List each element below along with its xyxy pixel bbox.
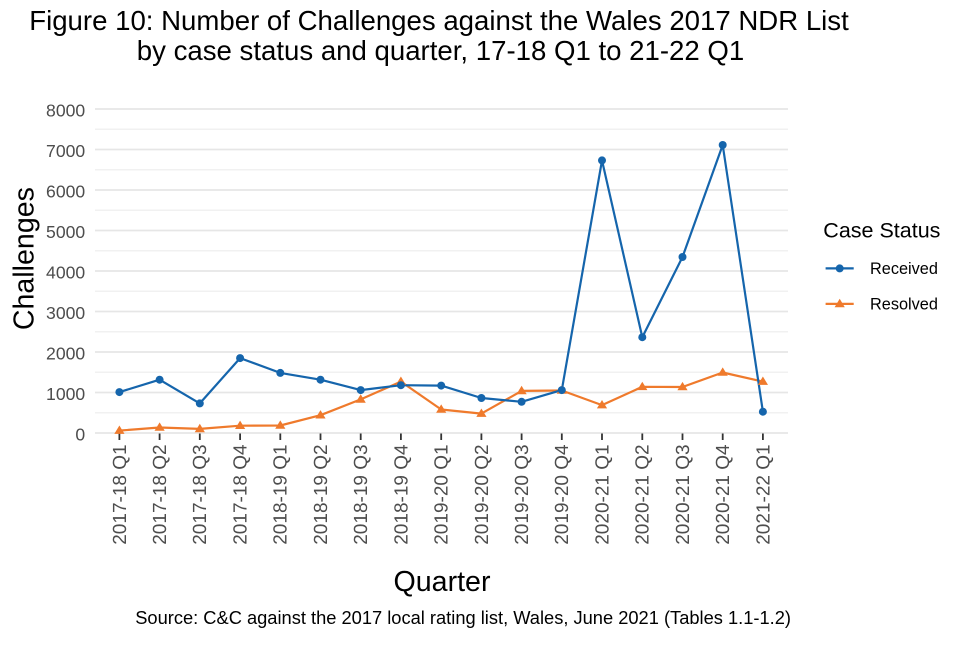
svg-text:6000: 6000 (46, 181, 85, 201)
svg-text:5000: 5000 (46, 222, 85, 242)
svg-text:Received: Received (870, 260, 938, 278)
svg-text:3000: 3000 (46, 303, 85, 323)
svg-text:8000: 8000 (46, 100, 85, 120)
svg-text:by case status and quarter, 17: by case status and quarter, 17-18 Q1 to … (137, 35, 744, 66)
svg-text:2019-20 Q4: 2019-20 Q4 (552, 444, 573, 545)
svg-text:2018-19 Q4: 2018-19 Q4 (391, 444, 412, 545)
svg-text:2019-20 Q2: 2019-20 Q2 (472, 444, 493, 544)
svg-text:2018-19 Q1: 2018-19 Q1 (271, 444, 292, 544)
svg-text:7000: 7000 (46, 141, 85, 161)
svg-text:2017-18 Q2: 2017-18 Q2 (150, 444, 171, 544)
svg-text:2017-18 Q4: 2017-18 Q4 (231, 444, 252, 545)
svg-text:2017-18 Q3: 2017-18 Q3 (190, 444, 211, 544)
svg-text:Figure 10: Number of Challenge: Figure 10: Number of Challenges against … (29, 5, 849, 36)
svg-text:2000: 2000 (46, 343, 85, 363)
svg-text:2018-19 Q3: 2018-19 Q3 (351, 444, 372, 544)
svg-text:2019-20 Q3: 2019-20 Q3 (512, 444, 533, 544)
svg-text:2019-20 Q1: 2019-20 Q1 (432, 444, 453, 544)
svg-text:Quarter: Quarter (394, 566, 491, 598)
svg-text:Source: C&C against the 2017 l: Source: C&C against the 2017 local ratin… (135, 607, 791, 628)
svg-text:2020-21 Q4: 2020-21 Q4 (713, 444, 734, 545)
svg-text:Case Status: Case Status (823, 219, 940, 243)
svg-text:2017-18 Q1: 2017-18 Q1 (110, 444, 131, 544)
svg-text:2021-22 Q1: 2021-22 Q1 (753, 444, 774, 544)
svg-text:Resolved: Resolved (870, 296, 938, 314)
svg-text:0: 0 (75, 424, 85, 444)
svg-text:2020-21 Q1: 2020-21 Q1 (592, 444, 613, 544)
svg-text:Challenges: Challenges (9, 187, 41, 330)
svg-text:1000: 1000 (46, 384, 85, 404)
svg-text:4000: 4000 (46, 262, 85, 282)
svg-text:2020-21 Q3: 2020-21 Q3 (673, 444, 694, 544)
svg-text:2018-19 Q2: 2018-19 Q2 (311, 444, 332, 544)
svg-text:2020-21 Q2: 2020-21 Q2 (633, 444, 654, 544)
